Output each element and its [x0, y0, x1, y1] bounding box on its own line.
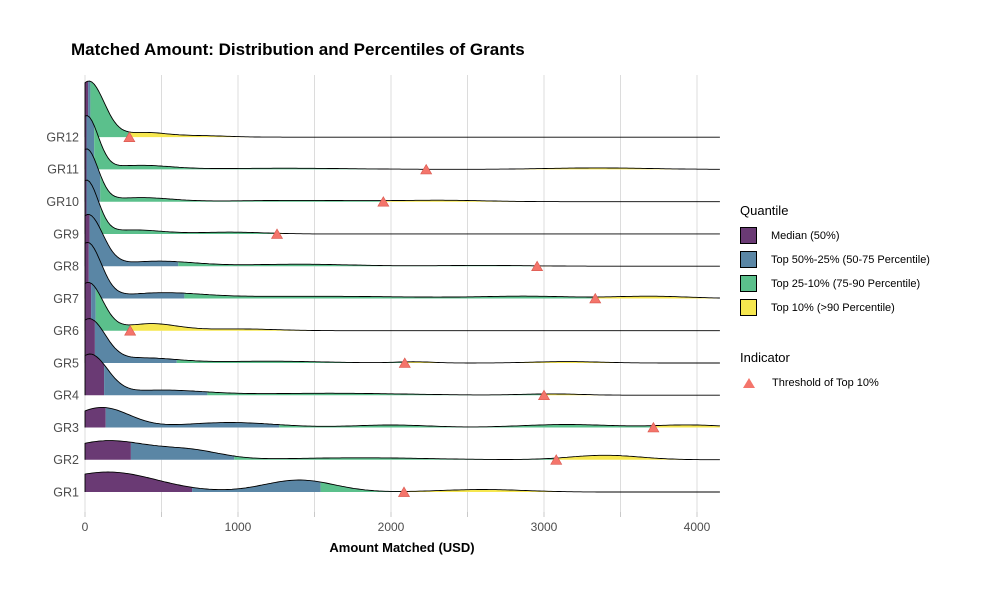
ridge-underlay-GR5 — [85, 318, 720, 363]
y-axis-label: GR9 — [53, 227, 79, 241]
ridge-segment-GR9 — [100, 206, 277, 234]
x-tick-label: 4000 — [684, 520, 711, 534]
ridge-underlay-GR7 — [85, 242, 720, 299]
ridge-segment-GR2 — [556, 455, 720, 460]
ridge-outline-GR6 — [84, 281, 720, 332]
legend-item-label: Median (50%) — [771, 229, 840, 242]
y-axis-label: GR6 — [53, 324, 79, 338]
ridge-outline-GR10 — [84, 148, 720, 203]
ridge-segment-GR4 — [207, 391, 544, 396]
ridge-segment-GR8 — [178, 261, 538, 267]
threshold-triangle-GR1 — [397, 486, 411, 497]
y-axis-label: GR10 — [46, 195, 79, 209]
threshold-triangle-GR3 — [647, 421, 660, 433]
threshold-triangle-GR12 — [123, 131, 136, 142]
ridge-underlay-GR8 — [85, 214, 720, 267]
ridge-segment-GR3 — [105, 407, 280, 428]
ridge-segment-GR5 — [404, 361, 720, 363]
ridge-segment-GR2 — [130, 442, 235, 460]
legend-item-label: Top 25-10% (75-90 Percentile) — [771, 277, 921, 290]
x-tick-label: 0 — [82, 520, 89, 534]
ridge-underlay-GR9 — [85, 180, 720, 234]
ridge-segment-GR6 — [95, 288, 131, 331]
ridge-segment-GR10 — [100, 174, 384, 202]
ridge-outline-GR2 — [84, 440, 720, 461]
y-axis-label: GR5 — [53, 356, 79, 370]
ridge-outline-GR5 — [84, 318, 720, 364]
ridge-outline-GR8 — [84, 214, 720, 267]
threshold-triangle-GR9 — [270, 228, 284, 239]
ridge-underlay-GR6 — [85, 282, 720, 331]
chart-title: Matched Amount: Distribution and Percent… — [71, 40, 525, 59]
x-tick-label: 2000 — [378, 520, 405, 534]
ridge-outline-GR7 — [84, 241, 720, 299]
ridge-segment-GR1 — [85, 472, 193, 493]
ridge-segment-GR5 — [176, 359, 405, 363]
y-axis-label: GR1 — [53, 485, 79, 499]
ridge-segment-GR7 — [184, 293, 596, 299]
ridge-segment-GR12 — [129, 132, 720, 138]
x-tick-label: 3000 — [531, 520, 558, 534]
y-axis-label: GR7 — [53, 292, 79, 306]
threshold-triangle-GR2 — [550, 454, 563, 465]
legend-item-label: Top 50%-25% (50-75 Percentile) — [771, 253, 930, 266]
x-tick-label: 1000 — [225, 520, 252, 534]
y-axis-label: GR2 — [53, 453, 79, 467]
threshold-triangle-GR8 — [531, 260, 544, 272]
threshold-triangle-GR7 — [589, 292, 602, 304]
ridge-segment-GR6 — [91, 283, 96, 331]
legend-item-q50-75: Top 50%-25% (50-75 Percentile) — [740, 251, 930, 268]
ridge-segment-GR6 — [130, 323, 720, 331]
threshold-triangle-icon — [743, 377, 755, 388]
ridge-segment-GR1 — [404, 489, 720, 493]
y-axis-label: GR8 — [53, 260, 79, 274]
ridge-segment-GR1 — [320, 482, 404, 493]
median-swatch-icon — [740, 227, 757, 244]
ridge-outline-GR12 — [84, 80, 720, 138]
threshold-triangle-GR5 — [398, 357, 411, 368]
top10-swatch-icon — [740, 299, 757, 316]
q75-90-swatch-icon — [740, 275, 757, 292]
threshold-triangle-GR10 — [377, 196, 390, 207]
y-axis-label: GR12 — [46, 130, 79, 144]
legend-indicator: Indicator Threshold of Top 10% — [740, 350, 879, 398]
x-axis-title: Amount Matched (USD) — [329, 540, 475, 555]
ridge-underlay-GR12 — [85, 81, 720, 138]
legend-indicator-title: Indicator — [740, 350, 790, 365]
ridge-outline-GR4 — [84, 353, 720, 396]
ridge-segment-GR4 — [85, 354, 105, 396]
threshold-triangle-GR6 — [124, 325, 137, 336]
ridge-segment-GR2 — [234, 456, 557, 460]
legend-item-label: Top 10% (>90 Percentile) — [771, 301, 895, 314]
y-axis-label: GR3 — [53, 421, 79, 435]
ridge-outline-GR9 — [84, 179, 720, 235]
legend-quantile-title: Quantile — [740, 203, 789, 218]
ridge-segment-GR11 — [426, 167, 720, 170]
legend-quantile: Quantile Median (50%) Top 50%-25% (50-75… — [740, 203, 930, 323]
y-axis-label: GR4 — [53, 389, 79, 403]
legend-item-median: Median (50%) — [740, 227, 930, 244]
ridge-outline-GR11 — [84, 115, 720, 170]
q50-75-swatch-icon — [740, 251, 757, 268]
ridge-outline-GR3 — [84, 406, 720, 428]
ridge-segment-GR4 — [104, 364, 208, 396]
threshold-triangle-GR11 — [420, 163, 433, 175]
legend-item-label: Threshold of Top 10% — [772, 376, 879, 389]
ridge-segment-GR8 — [89, 214, 179, 267]
legend-item-q75-90: Top 25-10% (75-90 Percentile) — [740, 275, 930, 292]
ridge-segment-GR2 — [85, 440, 131, 460]
ridge-segment-GR5 — [85, 318, 95, 363]
y-axis-label: GR11 — [47, 163, 79, 177]
threshold-triangle-GR4 — [537, 389, 551, 401]
ridge-underlay-GR11 — [85, 115, 720, 170]
ridge-segment-GR1 — [192, 480, 321, 493]
ridge-segment-GR5 — [94, 321, 177, 363]
legend-item-top10: Top 10% (>90 Percentile) — [740, 299, 930, 316]
ridge-underlay-GR10 — [85, 148, 720, 202]
ridge-segment-GR3 — [85, 407, 106, 428]
ridge-segment-GR12 — [90, 81, 130, 138]
legend-item-threshold: Threshold of Top 10% — [740, 374, 879, 391]
